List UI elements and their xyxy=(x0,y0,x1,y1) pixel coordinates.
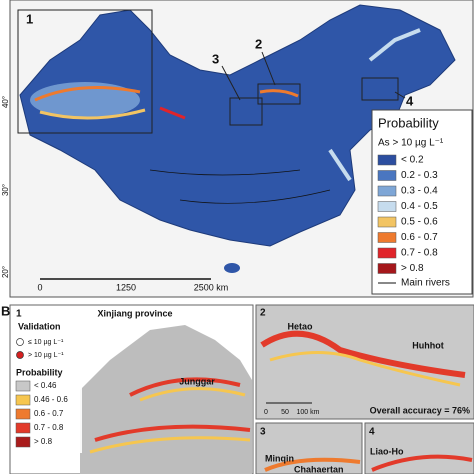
region-box xyxy=(257,83,301,105)
leader xyxy=(394,91,406,99)
legend-label: 0.6 - 0.7 xyxy=(401,232,438,243)
legend-label: < 0.46 xyxy=(34,381,57,390)
scale-label: 100 km xyxy=(297,409,320,416)
hotspot xyxy=(159,106,186,120)
region-label: 4 xyxy=(406,93,414,108)
hotspot xyxy=(371,454,473,472)
hotspot xyxy=(260,330,466,378)
region-label: 3 xyxy=(212,51,219,66)
region-label: 1 xyxy=(26,11,33,26)
place-label: Huhhot xyxy=(412,340,444,350)
legend-swatch xyxy=(377,154,397,166)
hotspot xyxy=(39,108,146,120)
island xyxy=(224,263,240,273)
legend-label: > 0.8 xyxy=(34,437,53,446)
region-box xyxy=(17,9,153,134)
legend-label: < 0.2 xyxy=(401,155,424,166)
legend-label: > 0.8 xyxy=(401,263,424,274)
legend-swatch xyxy=(377,185,397,197)
hotspot xyxy=(34,86,141,102)
lat-label: 20° xyxy=(1,266,10,278)
legend-swatch xyxy=(377,216,397,228)
region-box xyxy=(361,77,399,101)
place-label: Hetao xyxy=(287,321,313,331)
inset-number: 2 xyxy=(260,308,266,319)
legend-label: 0.46 - 0.6 xyxy=(34,395,68,404)
hotspot xyxy=(328,148,352,182)
legend-swatch xyxy=(15,380,31,392)
legend-label: 0.6 - 0.7 xyxy=(34,409,64,418)
legend-label: > 10 µg L⁻¹ xyxy=(28,352,64,359)
accuracy: Overall accuracy = 76% xyxy=(370,405,470,415)
legend-swatch xyxy=(377,170,397,181)
scale-label: 0 xyxy=(37,282,42,292)
legend-label: 0.7 - 0.8 xyxy=(34,423,64,432)
place-label: Chahaertan xyxy=(294,464,344,474)
legend-swatch xyxy=(15,422,31,434)
scale-label: 1250 xyxy=(116,282,136,292)
legend-title: Probability xyxy=(378,115,439,130)
legend-swatch xyxy=(15,408,31,420)
legend-title: Probability xyxy=(16,367,63,377)
legend-label: 0.2 - 0.3 xyxy=(401,170,438,181)
inset-number: 3 xyxy=(260,427,266,438)
inset-number: 1 xyxy=(16,309,22,320)
legend: Probability As > 10 µg L⁻¹ Main rivers <… xyxy=(371,109,473,295)
lat-label: 40° xyxy=(1,96,10,108)
scale-label: 0 xyxy=(264,409,268,416)
leader xyxy=(221,65,241,101)
legend-symbol xyxy=(16,351,24,359)
legend-label: 0.5 - 0.6 xyxy=(401,217,438,228)
hotspot xyxy=(259,89,299,98)
legend-label: 0.7 - 0.8 xyxy=(401,248,438,259)
place-label: Minqin xyxy=(265,453,294,463)
legend-label: ≤ 10 µg L⁻¹ xyxy=(28,339,64,346)
hotspot xyxy=(94,377,251,442)
scale-label: 50 xyxy=(281,409,289,416)
legend-subtitle: As > 10 µg L⁻¹ xyxy=(378,138,444,149)
legend: Validation Probability ≤ 10 µg L⁻¹ > 10 µ… xyxy=(12,318,82,453)
legend-swatch xyxy=(377,263,397,274)
leader xyxy=(261,51,276,86)
legend-swatch xyxy=(377,232,397,243)
legend-label: 0.4 - 0.5 xyxy=(401,201,438,212)
river xyxy=(149,169,331,204)
inset-title: Xinjiang province xyxy=(97,308,172,318)
hotspot xyxy=(368,28,421,62)
legend-swatch xyxy=(15,436,31,448)
scale-label: 2500 km xyxy=(194,282,229,292)
hotspot xyxy=(264,457,361,472)
legend-title: Validation xyxy=(18,321,61,331)
region-box xyxy=(229,97,263,126)
legend-label: 0.3 - 0.4 xyxy=(401,186,438,197)
hotspot xyxy=(89,387,251,454)
legend-swatch xyxy=(15,394,31,406)
panel-label: B xyxy=(1,303,10,318)
legend-swatch xyxy=(377,201,397,212)
place-label: Liao-Ho xyxy=(370,446,404,456)
legend-swatch xyxy=(377,247,397,259)
inset-number: 4 xyxy=(369,427,375,438)
legend-symbol xyxy=(16,338,24,346)
place-label: Junggar xyxy=(179,376,215,386)
region-label: 2 xyxy=(255,36,262,51)
legend-label: Main rivers xyxy=(401,278,450,289)
hotspot xyxy=(269,351,461,387)
lat-label: 30° xyxy=(1,184,10,196)
